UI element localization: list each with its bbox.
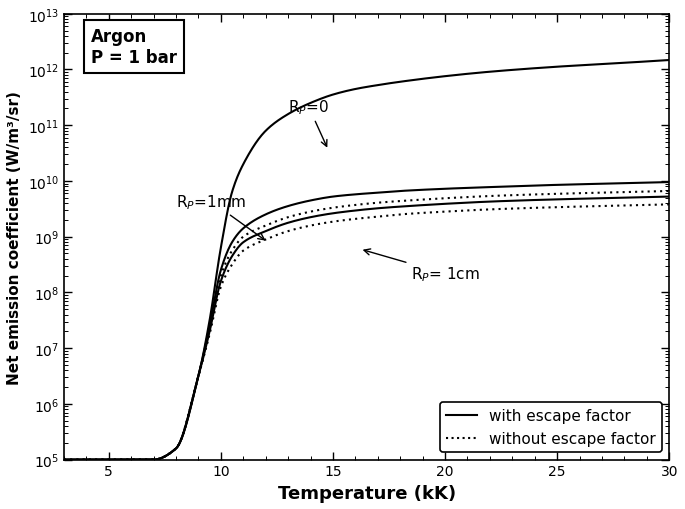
Y-axis label: Net emission coefficient (W/m³/sr): Net emission coefficient (W/m³/sr) (7, 91, 22, 384)
Legend: with escape factor, without escape factor: with escape factor, without escape facto… (440, 402, 662, 452)
Text: R$_P$=1mm: R$_P$=1mm (176, 193, 264, 240)
Text: R$_P$=0: R$_P$=0 (288, 98, 329, 147)
Text: R$_P$= 1cm: R$_P$= 1cm (364, 249, 480, 284)
X-axis label: Temperature (kK): Temperature (kK) (277, 484, 456, 502)
Text: Argon
P = 1 bar: Argon P = 1 bar (91, 28, 177, 67)
